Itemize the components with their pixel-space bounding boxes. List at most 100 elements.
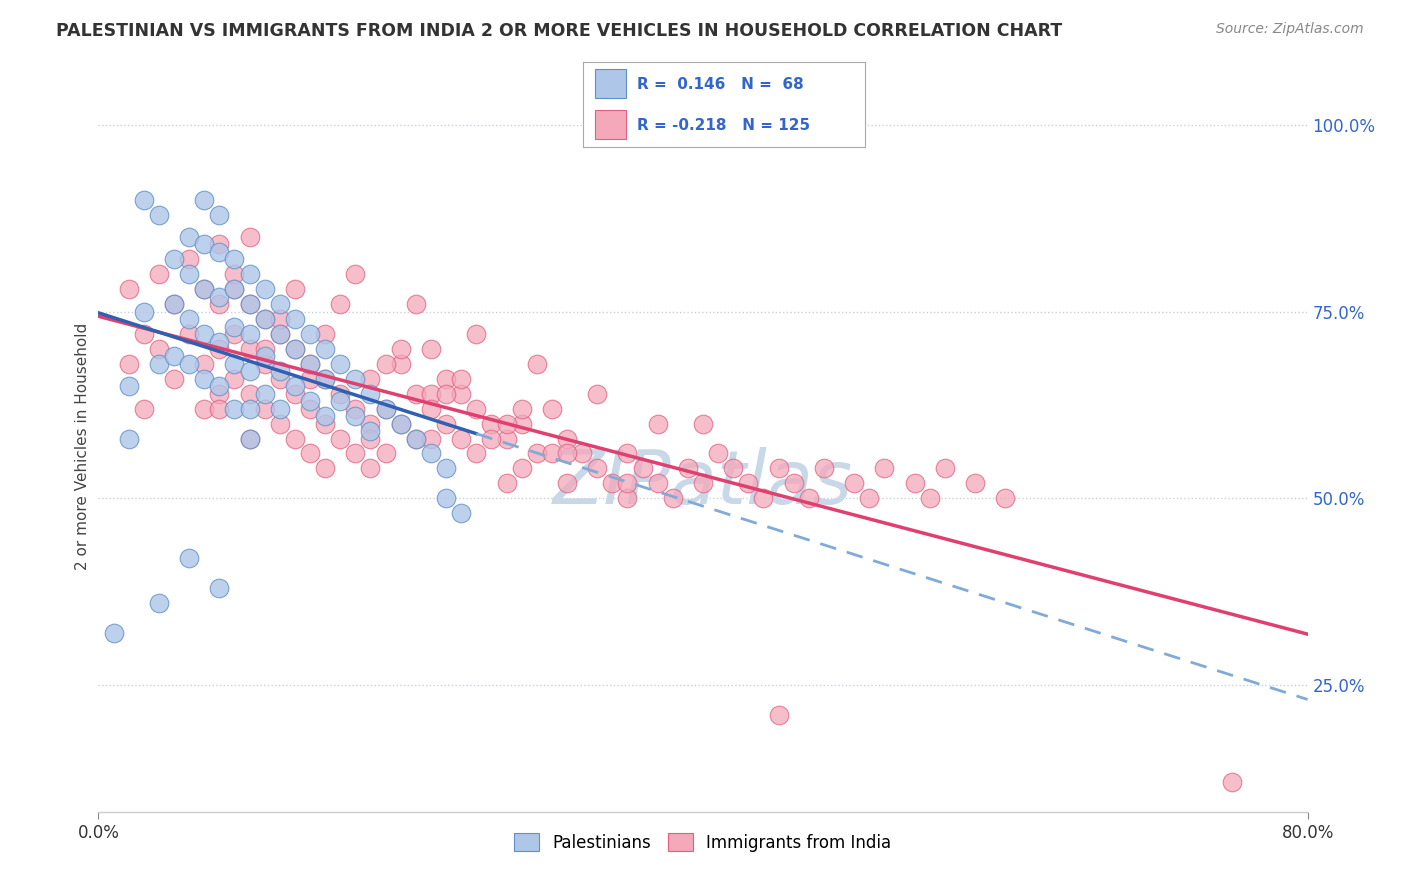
Point — [752, 491, 775, 506]
Point — [813, 461, 835, 475]
Point — [299, 326, 322, 341]
Point — [465, 326, 488, 341]
Point — [374, 401, 396, 416]
Point — [269, 364, 291, 378]
Point — [163, 350, 186, 364]
Point — [208, 290, 231, 304]
Point — [858, 491, 880, 506]
Point — [239, 364, 262, 378]
Point — [723, 461, 745, 475]
Point — [224, 282, 246, 296]
Point — [284, 379, 307, 393]
Text: R =  0.146   N =  68: R = 0.146 N = 68 — [637, 77, 804, 92]
Point — [737, 476, 759, 491]
Y-axis label: 2 or more Vehicles in Household: 2 or more Vehicles in Household — [75, 322, 90, 570]
Point — [389, 357, 412, 371]
Point — [193, 237, 215, 252]
Point — [586, 461, 609, 475]
Point — [374, 401, 396, 416]
Point — [179, 252, 201, 267]
Point — [118, 357, 141, 371]
Point — [163, 252, 186, 267]
Point — [239, 401, 262, 416]
Point — [526, 446, 548, 460]
Point — [163, 297, 186, 311]
Point — [676, 461, 699, 475]
Point — [481, 417, 503, 431]
Point — [224, 319, 246, 334]
Point — [239, 297, 262, 311]
Point — [253, 401, 276, 416]
Point — [253, 342, 276, 356]
Point — [783, 476, 806, 491]
Point — [103, 625, 125, 640]
Point — [193, 282, 215, 296]
Point — [647, 417, 669, 431]
Point — [132, 326, 155, 341]
Point — [405, 432, 427, 446]
Point — [253, 312, 276, 326]
Point — [208, 581, 231, 595]
Point — [450, 372, 472, 386]
Point — [253, 386, 276, 401]
Point — [118, 379, 141, 393]
Point — [269, 372, 291, 386]
Point — [344, 401, 367, 416]
Point — [314, 372, 336, 386]
Text: Source: ZipAtlas.com: Source: ZipAtlas.com — [1216, 22, 1364, 37]
Point — [269, 401, 291, 416]
Point — [269, 417, 291, 431]
Point — [465, 401, 488, 416]
Point — [360, 424, 382, 438]
Point — [224, 372, 246, 386]
Point — [193, 357, 215, 371]
Point — [647, 476, 669, 491]
Point — [360, 372, 382, 386]
Point — [179, 326, 201, 341]
Point — [329, 432, 352, 446]
Point — [224, 357, 246, 371]
Point — [239, 342, 262, 356]
Point — [253, 312, 276, 326]
Point — [420, 342, 443, 356]
Point — [193, 326, 215, 341]
Point — [253, 282, 276, 296]
Point — [360, 417, 382, 431]
Point — [616, 476, 638, 491]
Point — [253, 350, 276, 364]
Point — [571, 446, 593, 460]
Point — [405, 297, 427, 311]
Point — [239, 268, 262, 282]
Point — [224, 282, 246, 296]
Point — [299, 372, 322, 386]
Point — [314, 461, 336, 475]
Point — [193, 193, 215, 207]
Point — [314, 326, 336, 341]
Point — [434, 491, 457, 506]
Point — [602, 476, 624, 491]
Point — [420, 401, 443, 416]
Point — [269, 297, 291, 311]
Point — [344, 446, 367, 460]
Point — [224, 326, 246, 341]
Point — [208, 297, 231, 311]
Point — [208, 208, 231, 222]
Point — [224, 268, 246, 282]
Point — [239, 432, 262, 446]
Point — [148, 342, 170, 356]
Point — [269, 326, 291, 341]
Point — [329, 357, 352, 371]
Point — [434, 386, 457, 401]
Point — [239, 432, 262, 446]
Point — [329, 386, 352, 401]
Point — [208, 237, 231, 252]
Point — [269, 312, 291, 326]
Point — [299, 357, 322, 371]
Point — [374, 357, 396, 371]
Point — [616, 446, 638, 460]
Point — [314, 417, 336, 431]
Point — [420, 432, 443, 446]
Point — [118, 432, 141, 446]
Point — [631, 461, 654, 475]
Point — [510, 401, 533, 416]
